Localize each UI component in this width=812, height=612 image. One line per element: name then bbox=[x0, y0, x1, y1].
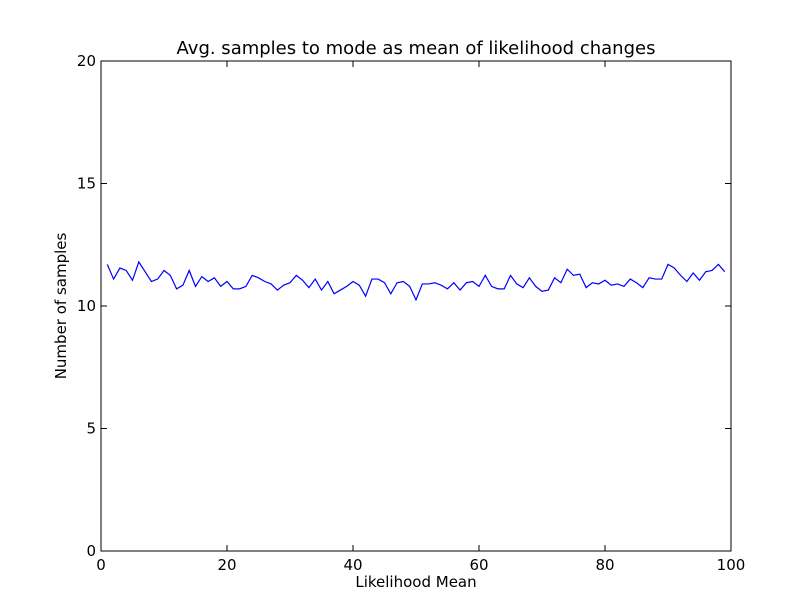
chart-title: Avg. samples to mode as mean of likeliho… bbox=[177, 38, 656, 59]
x-axis-label: Likelihood Mean bbox=[355, 573, 476, 591]
y-tick-label: 20 bbox=[77, 52, 96, 70]
plot-area bbox=[100, 60, 732, 552]
x-axis: 0 20 40 60 80 100 bbox=[96, 61, 745, 574]
y-tick-label: 10 bbox=[77, 297, 96, 315]
x-tick-label: 40 bbox=[343, 556, 362, 574]
x-tick-label: 100 bbox=[717, 556, 746, 574]
series-line bbox=[106, 260, 726, 302]
y-axis: 0 5 10 15 20 bbox=[77, 52, 731, 560]
y-axis-label: Number of samples bbox=[52, 233, 70, 380]
x-tick-label: 80 bbox=[595, 556, 614, 574]
x-tick-label: 20 bbox=[217, 556, 236, 574]
x-tick-label: 60 bbox=[469, 556, 488, 574]
y-tick-label: 15 bbox=[77, 175, 96, 193]
x-tick-label: 0 bbox=[96, 556, 106, 574]
y-tick-label: 0 bbox=[86, 542, 96, 560]
y-tick-label: 5 bbox=[86, 420, 96, 438]
